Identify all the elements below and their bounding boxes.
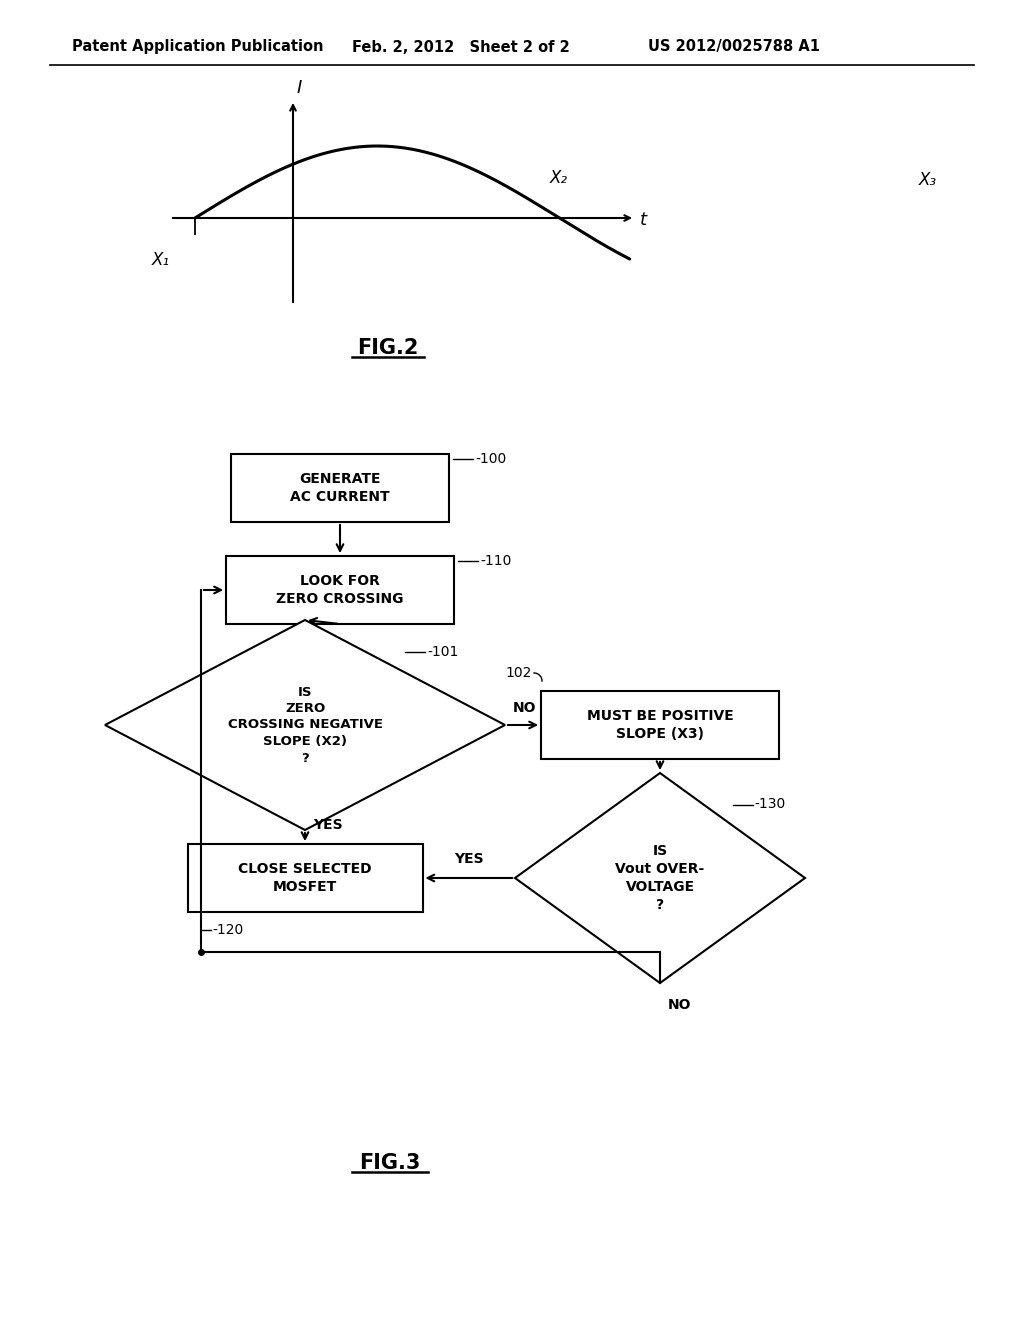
Text: X₃: X₃ (919, 172, 937, 189)
Text: -110: -110 (480, 554, 511, 568)
Text: -130: -130 (755, 797, 785, 812)
Text: X₁: X₁ (152, 251, 170, 269)
Text: -101: -101 (427, 644, 459, 659)
Text: FIG.3: FIG.3 (359, 1152, 421, 1173)
Text: Patent Application Publication: Patent Application Publication (72, 40, 324, 54)
FancyBboxPatch shape (541, 690, 779, 759)
Text: MUST BE POSITIVE
SLOPE (X3): MUST BE POSITIVE SLOPE (X3) (587, 709, 733, 742)
Text: I: I (297, 79, 302, 96)
Text: FIG.2: FIG.2 (357, 338, 419, 358)
Text: Feb. 2, 2012   Sheet 2 of 2: Feb. 2, 2012 Sheet 2 of 2 (352, 40, 569, 54)
Text: YES: YES (454, 851, 483, 866)
Text: NO: NO (513, 701, 537, 715)
Text: -100: -100 (475, 451, 506, 466)
Text: LOOK FOR
ZERO CROSSING: LOOK FOR ZERO CROSSING (276, 574, 403, 606)
Text: IS
ZERO
CROSSING NEGATIVE
SLOPE (X2)
?: IS ZERO CROSSING NEGATIVE SLOPE (X2) ? (227, 685, 383, 764)
Polygon shape (515, 774, 805, 983)
Polygon shape (105, 620, 505, 830)
Text: YES: YES (313, 818, 343, 832)
Text: IS
Vout OVER-
VOLTAGE
?: IS Vout OVER- VOLTAGE ? (615, 845, 705, 912)
FancyBboxPatch shape (226, 556, 454, 624)
Text: US 2012/0025788 A1: US 2012/0025788 A1 (648, 40, 820, 54)
Text: GENERATE
AC CURRENT: GENERATE AC CURRENT (290, 471, 390, 504)
Text: X₂: X₂ (550, 169, 567, 187)
FancyBboxPatch shape (231, 454, 449, 521)
Text: t: t (640, 211, 647, 228)
Text: 102: 102 (506, 667, 532, 680)
Text: CLOSE SELECTED
MOSFET: CLOSE SELECTED MOSFET (239, 862, 372, 894)
Text: -120: -120 (213, 923, 244, 937)
FancyBboxPatch shape (187, 843, 423, 912)
Text: NO: NO (668, 998, 691, 1012)
